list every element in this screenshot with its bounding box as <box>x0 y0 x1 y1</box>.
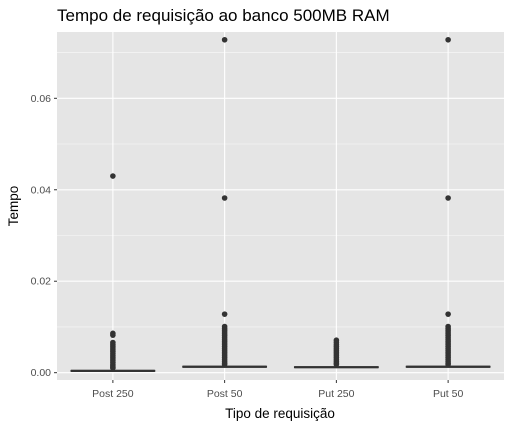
y-tick-label: 0.00 <box>31 367 52 379</box>
x-tick-label: Put 50 <box>433 388 464 400</box>
outlier-point <box>221 36 228 43</box>
outlier-point <box>445 311 451 317</box>
grid-major <box>57 32 504 380</box>
outlier-point <box>221 361 228 368</box>
y-axis-title: Tempo <box>6 186 21 227</box>
box-post-50 <box>182 36 268 368</box>
y-axis: 0.00 0.02 0.04 0.06 <box>31 93 57 379</box>
y-tick-label: 0.06 <box>31 93 52 105</box>
outlier-point <box>110 173 116 179</box>
y-tick-label: 0.04 <box>31 184 52 196</box>
outlier-point <box>445 361 451 368</box>
box-put-50 <box>405 36 491 368</box>
x-axis-title: Tipo de requisição <box>225 406 335 421</box>
box-put-250 <box>293 337 379 369</box>
x-tick-label: Post 50 <box>207 388 243 400</box>
outlier-point <box>445 36 451 43</box>
chart-title: Tempo de requisição ao banco 500MB RAM <box>57 6 390 25</box>
x-tick-label: Post 250 <box>92 388 134 400</box>
box-post-250 <box>70 173 156 372</box>
grid-minor <box>57 52 504 328</box>
boxes <box>70 36 491 372</box>
x-axis: Post 250 Post 50 Put 250 Put 50 <box>92 380 463 400</box>
outlier-point <box>445 195 451 201</box>
outlier-point <box>221 311 228 317</box>
outlier-point <box>110 365 116 371</box>
plot-panel <box>57 32 504 380</box>
outlier-point <box>221 195 228 201</box>
outlier-point <box>110 332 116 338</box>
x-tick-label: Put 250 <box>318 388 354 400</box>
y-tick-label: 0.02 <box>31 276 52 288</box>
outlier-point <box>333 361 340 368</box>
